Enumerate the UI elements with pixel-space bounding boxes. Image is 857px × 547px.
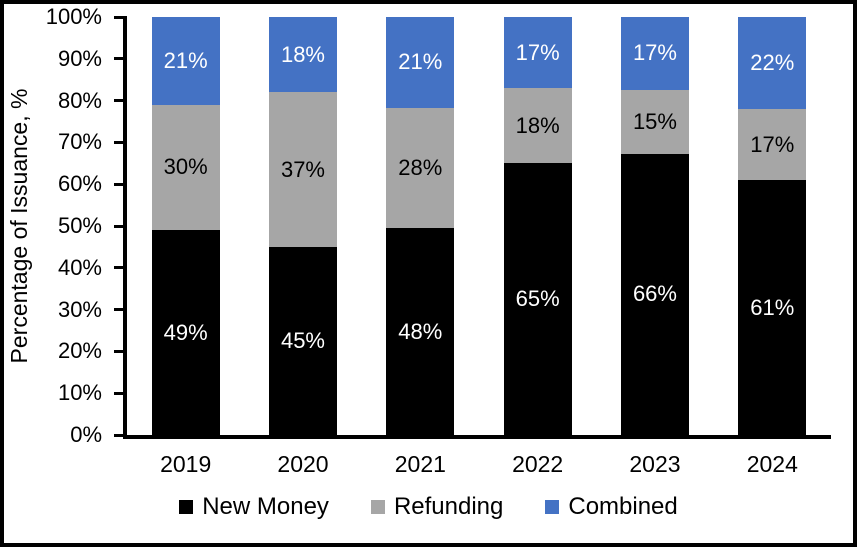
segment-label: 18% <box>515 112 560 138</box>
segment-label: 65% <box>515 286 560 312</box>
segment-label: 45% <box>280 327 325 353</box>
x-tick-label-2022: 2022 <box>512 451 564 477</box>
y-tick-label-20: 20% <box>57 338 102 364</box>
y-tick-mark-70 <box>114 140 127 144</box>
segment-label: 22% <box>750 50 795 75</box>
legend-label-combined: Combined <box>568 493 678 520</box>
segment-refunding-2021: 28% <box>386 107 455 229</box>
y-tick-mark-10 <box>114 391 127 395</box>
segment-label: 18% <box>280 41 325 67</box>
legend-item-combined: Combined <box>545 493 678 521</box>
bar-2023: 66% 15% 17% <box>620 17 689 435</box>
segment-label: 66% <box>632 281 677 307</box>
bar-2024: 61% 17% 22% <box>738 17 807 435</box>
segment-combined-2023: 17% <box>620 17 689 90</box>
y-tick-label-80: 80% <box>57 87 102 113</box>
y-tick-mark-90 <box>114 57 127 61</box>
legend: New Money Refunding Combined <box>4 493 853 521</box>
segment-label: 17% <box>750 131 795 157</box>
bar-2022: 65% 18% 17% <box>503 17 572 435</box>
segment-refunding-2020: 37% <box>268 92 337 247</box>
segment-label: 61% <box>750 294 795 320</box>
segment-label: 28% <box>398 154 443 180</box>
x-tick-label-2024: 2024 <box>746 451 798 477</box>
legend-marker-refunding <box>370 500 385 514</box>
segment-new-money-2020: 45% <box>268 246 337 435</box>
y-tick-mark-30 <box>114 308 127 312</box>
x-tick-label-2021: 2021 <box>394 451 446 477</box>
segment-refunding-2023: 15% <box>620 89 689 154</box>
segment-combined-2020: 18% <box>268 17 337 93</box>
y-tick-label-70: 70% <box>57 129 102 155</box>
bar-2020: 45% 37% 18% <box>268 17 337 435</box>
y-tick-mark-20 <box>114 349 127 353</box>
segment-label: 37% <box>280 156 325 182</box>
legend-label-refunding: Refunding <box>393 493 504 520</box>
segment-new-money-2024: 61% <box>738 180 807 435</box>
y-tick-label-30: 30% <box>57 296 102 322</box>
segment-combined-2022: 17% <box>503 17 572 89</box>
y-tick-label-0: 0% <box>70 422 102 447</box>
legend-item-new-money: New Money <box>179 493 329 521</box>
legend-marker-combined <box>545 500 560 514</box>
segment-label: 30% <box>163 154 208 180</box>
segment-combined-2021: 21% <box>386 17 455 108</box>
y-tick-label-100: 100% <box>45 4 102 29</box>
segment-refunding-2019: 30% <box>151 104 220 231</box>
y-tick-mark-80 <box>114 99 127 103</box>
x-tick-label-2023: 2023 <box>629 451 681 477</box>
segment-label: 15% <box>632 108 677 134</box>
y-tick-mark-0 <box>114 433 127 437</box>
bars-container: 49% 30% 21% 45% 37% 18% 48% 28% 21% 65% 18% 17% 66% 1… <box>127 17 831 435</box>
legend-item-refunding: Refunding <box>370 493 504 521</box>
x-tick-label-2019: 2019 <box>160 451 212 477</box>
segment-combined-2024: 22% <box>738 17 807 109</box>
segment-new-money-2019: 49% <box>151 230 220 435</box>
y-tick-mark-50 <box>114 224 127 228</box>
segment-label: 17% <box>515 39 560 65</box>
segment-label: 49% <box>163 319 208 345</box>
x-axis-labels: 2019 2020 2021 2022 2023 2024 <box>127 452 831 476</box>
y-tick-label-50: 50% <box>57 213 102 238</box>
segment-label: 21% <box>398 49 443 75</box>
segment-refunding-2022: 18% <box>503 88 572 164</box>
segment-refunding-2024: 17% <box>738 108 807 181</box>
legend-marker-new-money <box>179 500 194 514</box>
segment-label: 48% <box>398 318 443 344</box>
y-tick-mark-100 <box>114 15 127 19</box>
plot-area: 49% 30% 21% 45% 37% 18% 48% 28% 21% 65% 18% 17% 66% 1… <box>114 15 831 439</box>
y-tick-label-10: 10% <box>57 380 102 406</box>
y-tick-label-90: 90% <box>57 45 102 71</box>
y-tick-label-40: 40% <box>57 254 102 280</box>
segment-label: 17% <box>632 40 677 66</box>
bar-2019: 49% 30% 21% <box>151 17 220 435</box>
segment-new-money-2022: 65% <box>503 163 572 435</box>
segment-new-money-2021: 48% <box>386 228 455 435</box>
y-tick-label-60: 60% <box>57 171 102 197</box>
x-tick-label-2020: 2020 <box>277 451 329 477</box>
bar-2021: 48% 28% 21% <box>386 17 455 435</box>
segment-combined-2019: 21% <box>151 17 220 105</box>
segment-new-money-2023: 66% <box>620 153 689 435</box>
y-tick-mark-40 <box>114 266 127 270</box>
segment-label: 21% <box>163 47 208 73</box>
legend-label-new-money: New Money <box>202 493 329 520</box>
y-tick-mark-60 <box>114 182 127 186</box>
